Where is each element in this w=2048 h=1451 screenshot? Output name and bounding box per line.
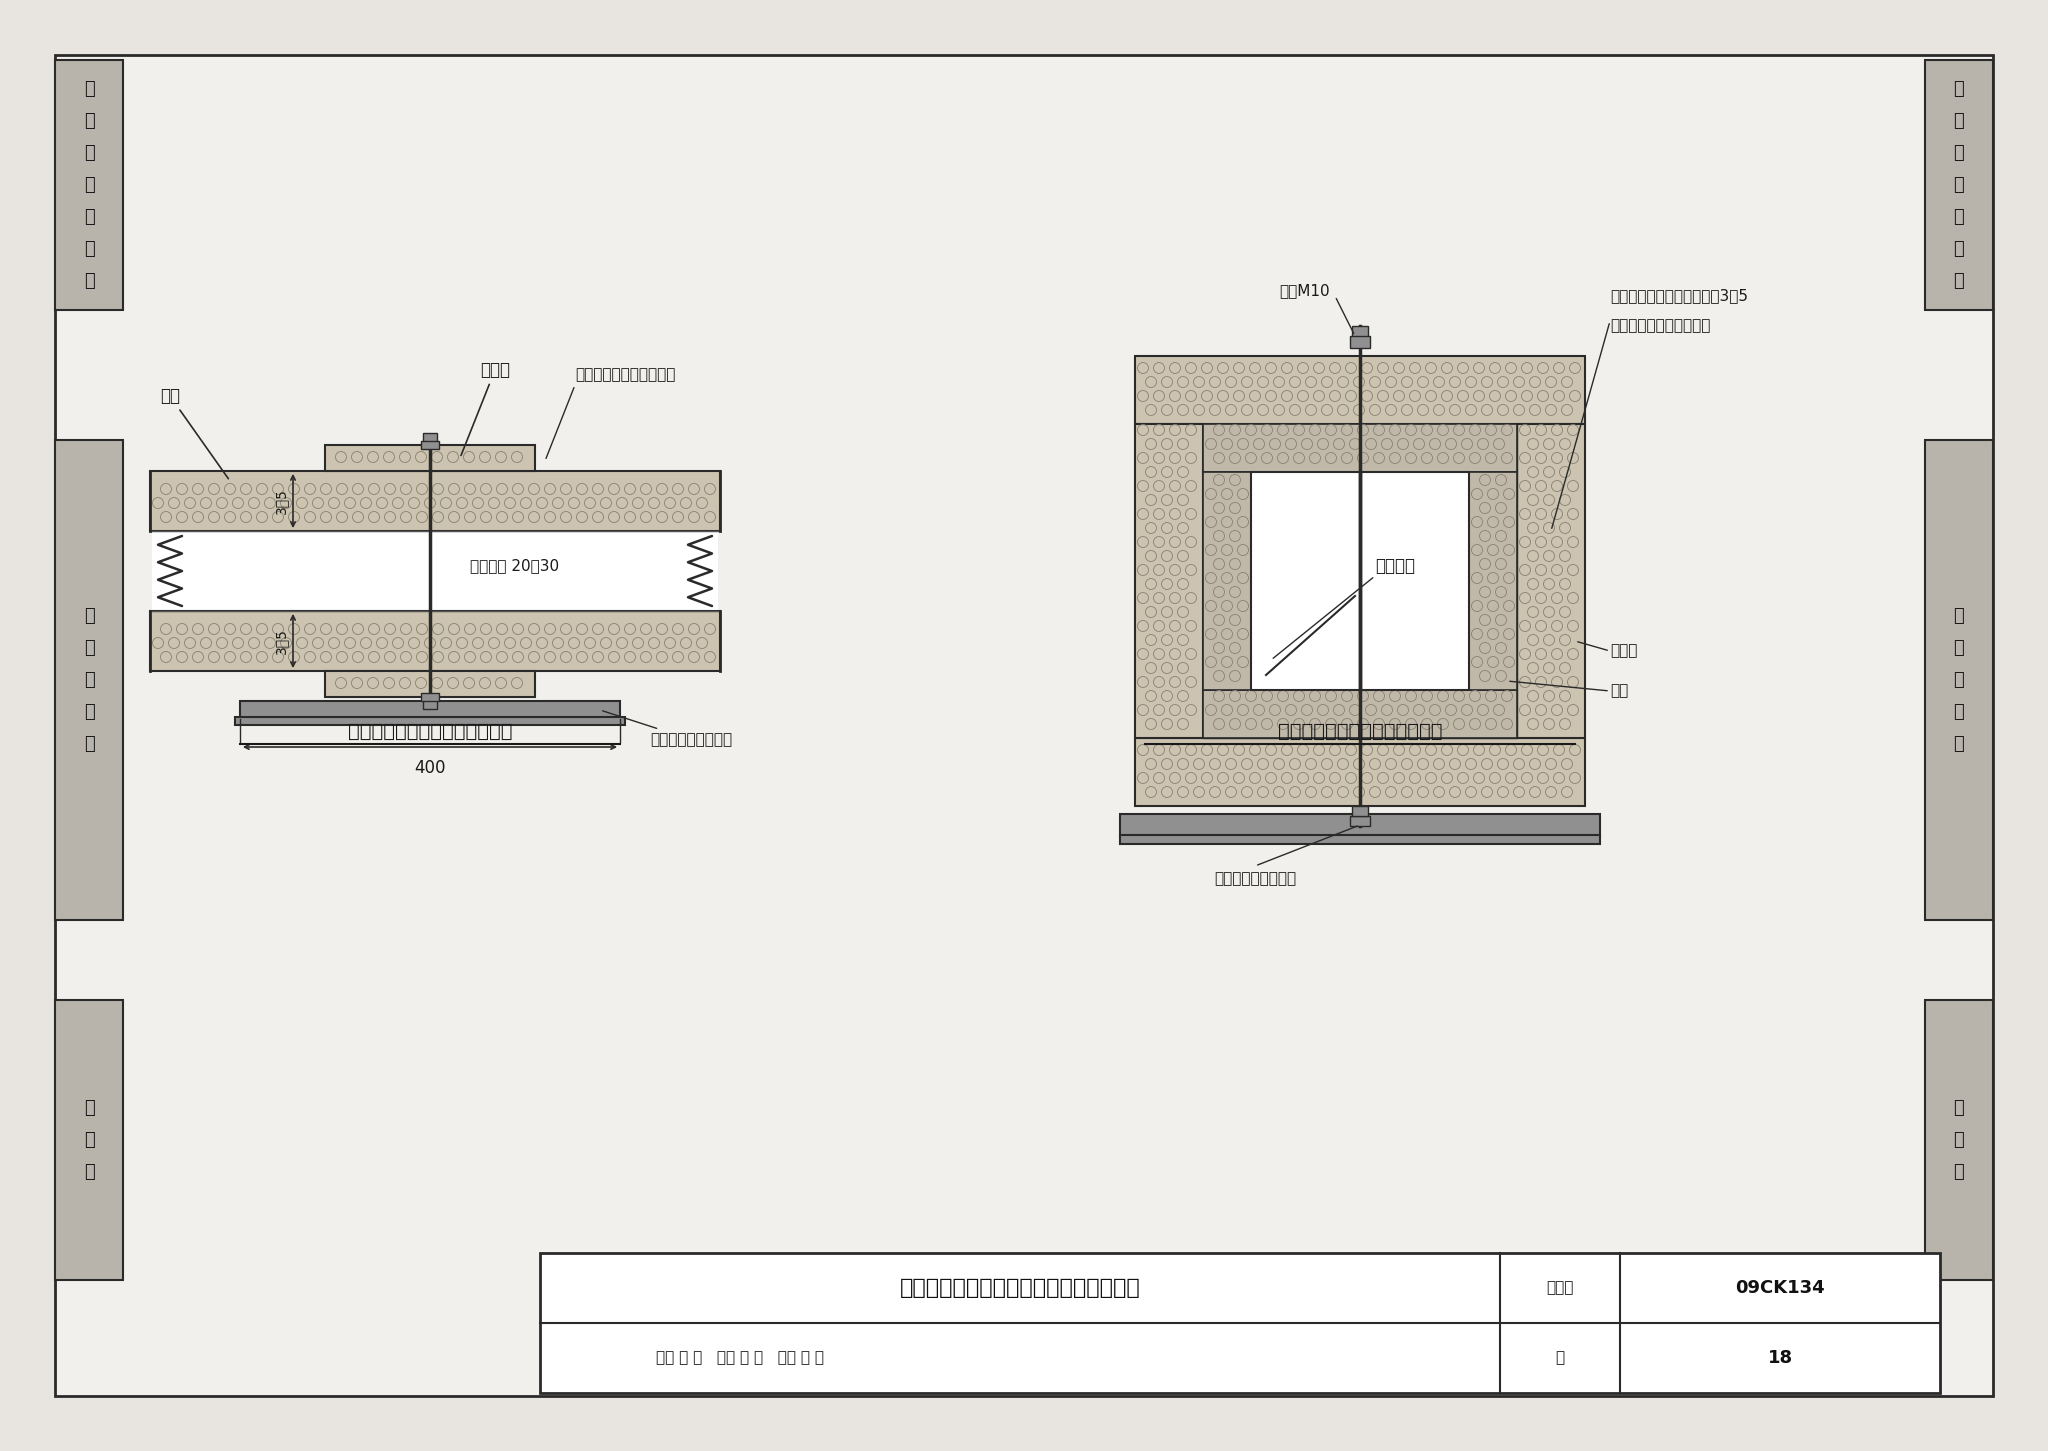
Bar [55,1000,123,1280]
Text: 审核 渠 谦   校对 张 葳   设计 刘 强: 审核 渠 谦 校对 张 葳 设计 刘 强 [655,1351,823,1365]
Bar [326,670,535,696]
Bar [1202,691,1518,739]
Bar [1350,337,1370,348]
Text: 伸缩节: 伸缩节 [1610,643,1636,659]
Text: 09CK134: 09CK134 [1735,1278,1825,1297]
Text: 伸缩节: 伸缩节 [461,361,510,456]
Text: 安
装
类: 安 装 类 [1954,1098,1964,1181]
Bar [240,701,621,720]
Text: 伸缩节内边与风管外边间隙3～5: 伸缩节内边与风管外边间隙3～5 [1610,289,1749,303]
Bar [422,441,438,448]
Text: 目
录
与
编
制
说
明: 目 录 与 编 制 说 明 [1954,80,1964,290]
Bar [1202,424,1518,739]
Text: 伸缩缝宽 20～30: 伸缩缝宽 20～30 [469,559,559,573]
Bar [236,717,625,726]
Text: 页: 页 [1554,1351,1565,1365]
Bar [1518,424,1585,739]
Bar [1251,472,1468,691]
Text: 3～5: 3～5 [274,488,289,514]
Bar [1468,472,1518,691]
Text: 风管: 风管 [160,387,229,479]
Bar [1352,326,1368,338]
Text: 18: 18 [1767,1349,1792,1367]
Bar [424,699,436,710]
Text: 400: 400 [414,759,446,776]
Text: 内支撑柱: 内支撑柱 [1374,557,1415,575]
Bar [55,59,123,311]
Text: 风管: 风管 [1610,683,1628,698]
Bar [1135,355,1585,424]
Bar [326,445,535,472]
Bar [1352,805,1368,815]
Text: 填塞软质绝热材料并密封: 填塞软质绝热材料并密封 [575,367,676,383]
Bar [1925,440,1993,920]
Bar [1350,815,1370,826]
Bar [1120,814,1599,836]
Bar [424,432,436,443]
Text: 填塞软质绝热材料并密封: 填塞软质绝热材料并密封 [1610,319,1710,334]
Text: 安
装
类: 安 装 类 [84,1098,94,1181]
Text: 风管伸缩节中间设支撑柱示意图: 风管伸缩节中间设支撑柱示意图 [1278,721,1442,740]
Bar [1120,834,1599,844]
Bar [1925,59,1993,311]
Bar [150,472,721,531]
Bar [1135,424,1202,739]
Text: 3～5: 3～5 [274,628,289,654]
Bar [1925,1000,1993,1280]
Bar [55,440,123,920]
Text: 螺母M10: 螺母M10 [1280,283,1329,299]
Bar [152,531,719,611]
Text: 制
作
加
工
类: 制 作 加 工 类 [84,607,94,753]
Text: 机制玻镁复合板风管伸缩节的制作示意图: 机制玻镁复合板风管伸缩节的制作示意图 [899,1278,1141,1299]
Text: 水平风管伸缩节制作和安装示意: 水平风管伸缩节制作和安装示意 [348,721,512,740]
Bar [541,1254,1939,1393]
Bar [1202,472,1251,691]
Text: 目
录
与
编
制
说
明: 目 录 与 编 制 说 明 [84,80,94,290]
Bar [422,694,438,701]
Text: 角钢或槽钢防摆支架: 角钢或槽钢防摆支架 [1214,871,1296,887]
Text: 图集号: 图集号 [1546,1280,1573,1296]
Bar [150,611,721,670]
Bar [1202,424,1518,472]
Text: 角钢或槽钢防摆支架: 角钢或槽钢防摆支架 [602,711,731,747]
Bar [1135,739,1585,805]
Text: 制
作
加
工
类: 制 作 加 工 类 [1954,607,1964,753]
